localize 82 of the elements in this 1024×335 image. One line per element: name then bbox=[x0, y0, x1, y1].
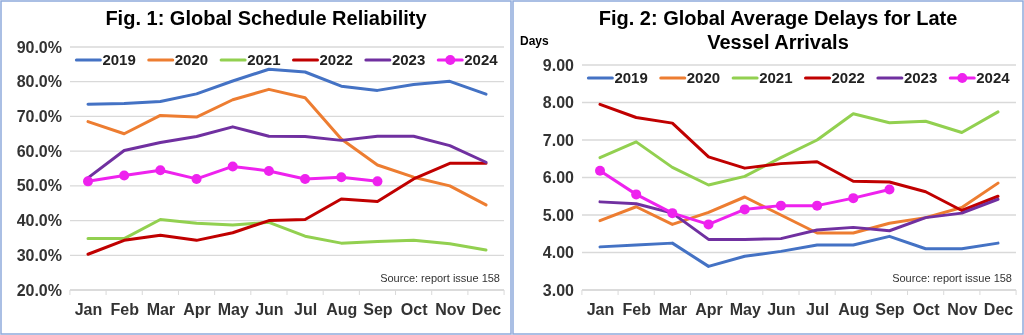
point bbox=[703, 219, 714, 230]
chart-title: Fig. 2: Global Average Delays for Late Vessel Arrivals bbox=[598, 7, 958, 53]
y-tick-label: 60.0% bbox=[16, 142, 62, 160]
line-series bbox=[598, 197, 1000, 241]
point bbox=[667, 208, 678, 219]
x-tick-label: Oct bbox=[400, 301, 429, 319]
legend-label: 2020 bbox=[174, 51, 209, 68]
point bbox=[191, 173, 202, 184]
x-tick-label: Nov bbox=[947, 301, 978, 319]
point bbox=[812, 200, 823, 211]
x-tick-label: Jun bbox=[767, 301, 796, 319]
line-series bbox=[598, 234, 1000, 268]
chart-title: Fig. 1: Global Schedule Reliability bbox=[105, 7, 428, 29]
annotation: Source: report issue 158 bbox=[380, 272, 500, 284]
x-tick-label: May bbox=[217, 301, 249, 319]
y-tick-label: 3.00 bbox=[542, 281, 575, 299]
point bbox=[119, 170, 130, 181]
point bbox=[336, 172, 347, 183]
point bbox=[227, 161, 238, 172]
x-tick-label: Jan bbox=[74, 301, 103, 319]
legend-label: 2022 bbox=[831, 69, 865, 86]
y-tick-label: 50.0% bbox=[16, 177, 62, 195]
point bbox=[775, 200, 786, 211]
point bbox=[155, 165, 166, 176]
legend-label: 2020 bbox=[686, 69, 721, 86]
x-tick-label: Dec bbox=[471, 301, 502, 319]
x-tick-label: Oct bbox=[912, 301, 941, 319]
y-tick-label: 7.00 bbox=[542, 131, 575, 149]
point bbox=[739, 204, 750, 215]
legend-label: 2021 bbox=[759, 69, 793, 86]
y-tick-label: 6.00 bbox=[542, 169, 575, 187]
legend-label: 2019 bbox=[102, 51, 136, 68]
x-tick-label: Mar bbox=[658, 301, 688, 319]
x-tick-label: Nov bbox=[435, 301, 466, 319]
x-tick-label: Aug bbox=[838, 301, 870, 319]
point bbox=[884, 184, 895, 195]
x-tick-label: Jan bbox=[586, 301, 615, 319]
x-tick-label: Dec bbox=[983, 301, 1014, 319]
point bbox=[595, 165, 605, 176]
legend-label: 2024 bbox=[464, 51, 499, 68]
annotation: Source: report issue 158 bbox=[892, 272, 1012, 284]
y-tick-label: 40.0% bbox=[16, 212, 62, 230]
x-tick-label: Feb bbox=[110, 301, 140, 319]
y-tick-label: 8.00 bbox=[542, 94, 575, 112]
x-tick-label: Feb bbox=[622, 301, 652, 319]
x-tick-label: Sep bbox=[363, 301, 393, 319]
legend-label: 2023 bbox=[903, 69, 938, 86]
line-series bbox=[86, 161, 488, 256]
x-tick-label: Jul bbox=[806, 301, 830, 319]
x-tick-label: Sep bbox=[875, 301, 905, 319]
y-tick-label: 90.0% bbox=[16, 38, 62, 56]
y-tick-label: 30.0% bbox=[16, 246, 62, 264]
line-series bbox=[598, 110, 1000, 187]
line-series bbox=[86, 218, 488, 252]
point bbox=[300, 173, 311, 184]
legend-label: 2024 bbox=[976, 69, 1011, 86]
y-tick-label: 5.00 bbox=[542, 206, 575, 224]
legend-label: 2023 bbox=[391, 51, 426, 68]
x-tick-label: Jul bbox=[294, 301, 318, 319]
y-tick-label: 80.0% bbox=[16, 73, 62, 91]
y-tick-label: 4.00 bbox=[542, 244, 575, 262]
legend-label: 2022 bbox=[319, 51, 353, 68]
line-series bbox=[598, 102, 1000, 212]
point bbox=[83, 176, 93, 187]
legend-label: 2019 bbox=[614, 69, 648, 86]
point bbox=[372, 176, 383, 187]
y-tick-label: 20.0% bbox=[16, 281, 62, 299]
point bbox=[848, 193, 859, 204]
point bbox=[631, 189, 642, 200]
line-series bbox=[86, 87, 488, 207]
x-tick-label: May bbox=[729, 301, 761, 319]
y-axis-title: Days bbox=[520, 34, 550, 48]
x-tick-label: Aug bbox=[326, 301, 358, 319]
x-tick-label: Jun bbox=[255, 301, 284, 319]
y-tick-label: 9.00 bbox=[542, 56, 575, 74]
point bbox=[263, 165, 274, 176]
x-tick-label: Apr bbox=[183, 301, 211, 319]
y-tick-label: 70.0% bbox=[16, 108, 62, 126]
x-tick-label: Mar bbox=[146, 301, 176, 319]
legend-label: 2021 bbox=[247, 51, 281, 68]
x-tick-label: Apr bbox=[695, 301, 723, 319]
line-series bbox=[86, 67, 488, 106]
